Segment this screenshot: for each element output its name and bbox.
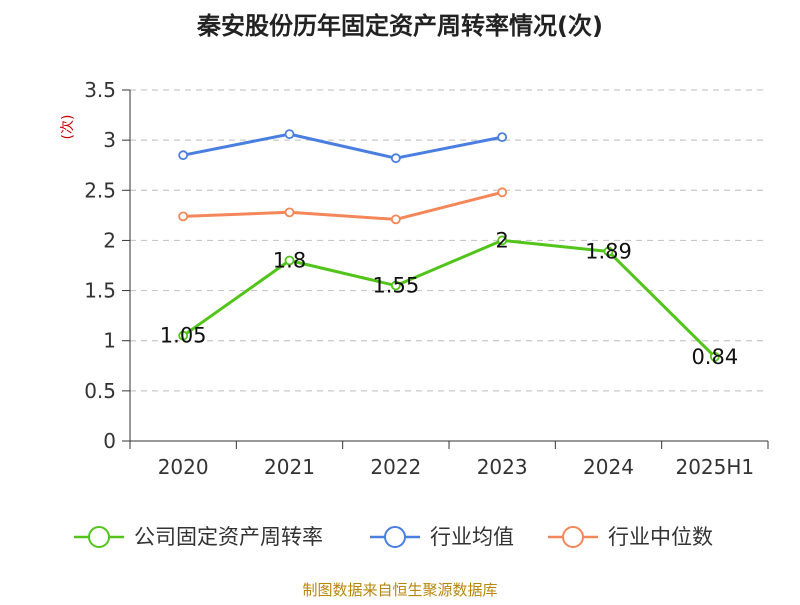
data-point [497,187,508,198]
data-point [497,235,508,246]
data-point [178,211,189,222]
legend-label: 行业均值 [430,525,514,549]
source-note: 制图数据来自恒生聚源数据库 [302,581,497,599]
legend-label: 行业中位数 [608,525,713,549]
y-tick-label: 3 [103,128,116,152]
legend-item[interactable]: 公司固定资产周转率 [74,525,323,549]
x-tick-label: 2025H1 [675,455,754,479]
x-tick-label: 2024 [583,455,634,479]
y-tick-label: 1 [103,329,116,353]
legend-marker-icon [562,526,584,548]
data-point [709,351,720,362]
data-labels: 1.05 1.8 1.55 2 1.89 0.84 [160,228,738,368]
legend-item[interactable]: 行业均值 [370,525,514,549]
y-tick-label: 1.5 [84,279,116,303]
x-tick-label: 2020 [158,455,209,479]
chart-title: 秦安股份历年固定资产周转率情况(次) [196,12,603,40]
data-label: 2 [495,228,508,252]
y-tick-label: 0 [103,429,116,453]
legend-marker-icon [384,526,406,548]
series-line [182,238,716,358]
legend[interactable]: 公司固定资产周转率 行业均值 行业中位数 [74,525,713,549]
x-tick-label: 2023 [477,455,528,479]
data-point [390,153,401,164]
data-point [390,214,401,225]
y-tick-label: 2 [103,228,116,252]
data-label: 1.05 [160,324,207,348]
legend-label: 公司固定资产周转率 [134,525,323,549]
data-point [603,246,614,257]
grid-lines [130,89,768,392]
data-label: 1.55 [372,274,419,298]
series-line [183,190,503,221]
y-tick-label: 2.5 [84,178,116,202]
y-axis-unit-label: (次) [60,115,76,140]
series-lines [178,129,720,362]
data-label: 1.89 [585,239,632,263]
y-tick-label: 3.5 [84,78,116,102]
y-tick-label: 0.5 [84,379,116,403]
x-tick-label: 2022 [370,455,421,479]
x-tick-label: 2021 [264,455,315,479]
data-label: 1.8 [273,248,306,272]
data-point [497,132,508,143]
data-point [284,255,295,266]
legend-item[interactable]: 行业中位数 [548,525,713,549]
data-point [390,280,401,291]
series-line [182,132,503,160]
data-point [284,207,295,218]
data-point [284,129,295,140]
data-point [178,150,189,161]
data-point [178,330,189,341]
legend-marker-icon [88,526,110,548]
axes: 0 0.5 1 1.5 2 2.5 3 3.5 2020 2021 2022 2023 2024 2025… [84,78,769,479]
data-label: 0.84 [691,345,738,369]
